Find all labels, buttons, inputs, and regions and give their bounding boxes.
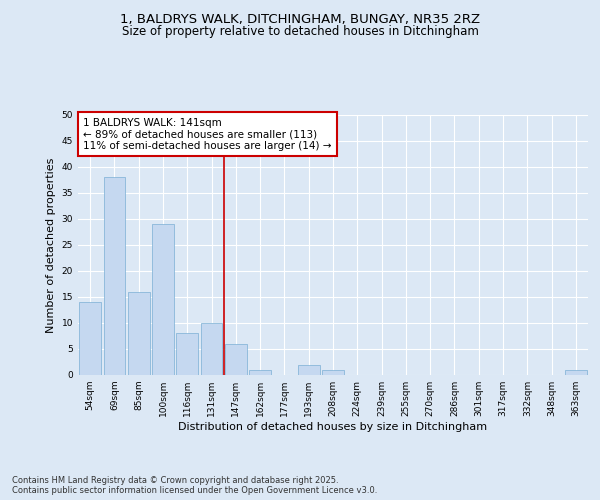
Bar bbox=[176, 334, 198, 375]
Bar bbox=[565, 370, 587, 375]
Bar bbox=[104, 178, 125, 375]
X-axis label: Distribution of detached houses by size in Ditchingham: Distribution of detached houses by size … bbox=[178, 422, 488, 432]
Bar bbox=[298, 364, 320, 375]
Text: 1, BALDRYS WALK, DITCHINGHAM, BUNGAY, NR35 2RZ: 1, BALDRYS WALK, DITCHINGHAM, BUNGAY, NR… bbox=[120, 12, 480, 26]
Bar bbox=[152, 224, 174, 375]
Bar bbox=[128, 292, 149, 375]
Bar bbox=[249, 370, 271, 375]
Bar bbox=[79, 302, 101, 375]
Bar bbox=[225, 344, 247, 375]
Bar bbox=[200, 323, 223, 375]
Y-axis label: Number of detached properties: Number of detached properties bbox=[46, 158, 56, 332]
Text: Contains HM Land Registry data © Crown copyright and database right 2025.
Contai: Contains HM Land Registry data © Crown c… bbox=[12, 476, 377, 495]
Bar bbox=[322, 370, 344, 375]
Text: 1 BALDRYS WALK: 141sqm
← 89% of detached houses are smaller (113)
11% of semi-de: 1 BALDRYS WALK: 141sqm ← 89% of detached… bbox=[83, 118, 332, 151]
Text: Size of property relative to detached houses in Ditchingham: Size of property relative to detached ho… bbox=[122, 25, 478, 38]
